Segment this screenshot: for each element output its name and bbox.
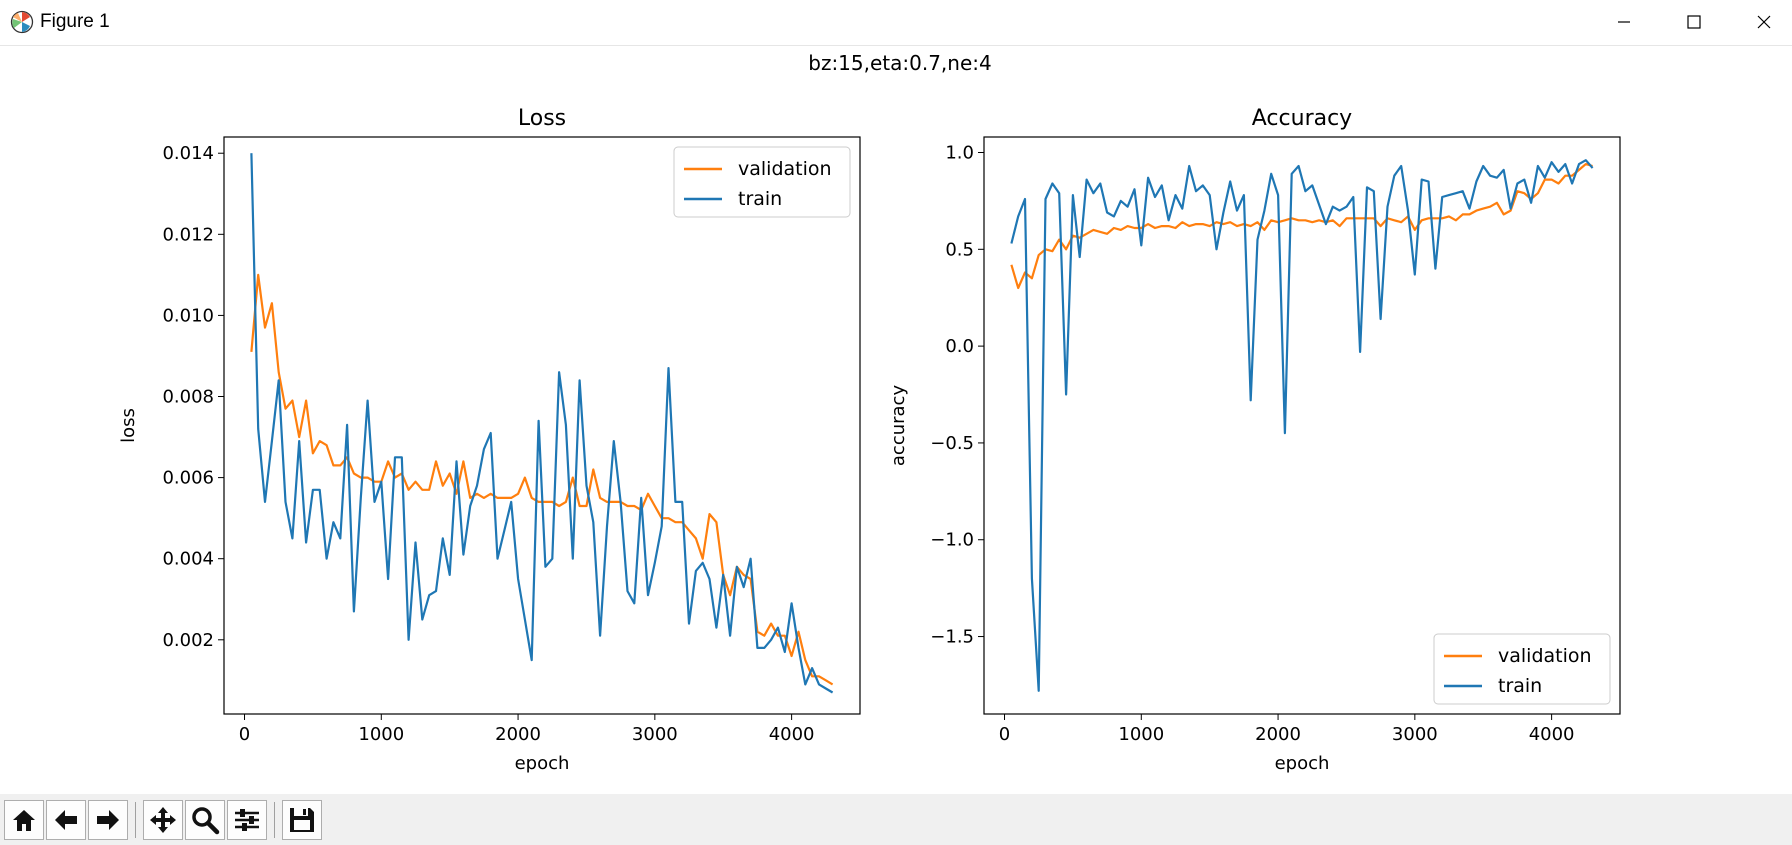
accuracy-xtick-label: 0 [999, 724, 1010, 745]
save-icon [290, 808, 314, 832]
pan-button[interactable] [143, 800, 183, 840]
toolbar-separator [274, 802, 275, 838]
figure-canvas[interactable]: bz:15,eta:0.7,ne:4 Loss 0 1000 2000 3000 4000… [0, 46, 1792, 794]
window-title: Figure 1 [40, 11, 110, 32]
accuracy-series-train [1010, 159, 1594, 692]
accuracy-legend: validation train [1433, 633, 1611, 705]
loss-ytick-label: 0.004 [162, 549, 214, 570]
figure-svg: bz:15,eta:0.7,ne:4 Loss 0 1000 2000 3000 4000… [118, 51, 1621, 774]
home-button[interactable] [4, 800, 44, 840]
loss-xtick-label: 0 [239, 724, 250, 745]
loss-ytick-label: 0.010 [162, 305, 214, 326]
accuracy-axes-frame [983, 136, 1621, 715]
back-button[interactable] [46, 800, 86, 840]
loss-series-train [250, 153, 834, 694]
accuracy-ytick-label: 1.0 [945, 142, 974, 163]
close-icon [1757, 15, 1771, 29]
figure-suptitle: bz:15,eta:0.7,ne:4 [808, 51, 992, 75]
close-button[interactable] [1730, 0, 1792, 44]
accuracy-subplot: Accuracy 0 1000 2000 3000 4000 −1.5 −1.0 −0.5 0.0… [888, 106, 1621, 774]
window-titlebar: Figure 1 [0, 0, 1792, 46]
save-button[interactable] [282, 800, 322, 840]
accuracy-ytick-label: −0.5 [930, 433, 974, 454]
configure-subplots-icon [235, 809, 259, 831]
home-icon [13, 810, 35, 831]
loss-ytick-label: 0.006 [162, 468, 214, 489]
loss-legend-label-validation: validation [738, 158, 832, 180]
loss-subplot: Loss 0 1000 2000 3000 4000 0.002 0.004 0.006 0.00… [118, 106, 861, 774]
zoom-button[interactable] [185, 800, 225, 840]
toolbar-separator [135, 802, 136, 838]
accuracy-series-validation [1010, 162, 1593, 290]
loss-ytick-label: 0.014 [162, 143, 214, 164]
loss-xtick-label: 4000 [769, 724, 815, 745]
accuracy-xtick-label: 4000 [1529, 724, 1575, 745]
loss-axes-frame [223, 136, 861, 715]
loss-ytick-label: 0.012 [162, 224, 214, 245]
navigation-toolbar [0, 794, 1792, 845]
accuracy-ytick-label: 0.5 [945, 239, 974, 260]
loss-legend-label-train: train [738, 188, 782, 210]
loss-ylabel: loss [118, 408, 139, 443]
loss-xtick-label: 2000 [495, 724, 541, 745]
forward-button[interactable] [88, 800, 128, 840]
loss-legend: validation train [673, 146, 851, 218]
zoom-icon [192, 807, 220, 835]
forward-arrow-icon [97, 810, 119, 830]
matplotlib-app-icon [10, 10, 34, 34]
accuracy-xtick-label: 1000 [1118, 724, 1164, 745]
maximize-button[interactable] [1660, 0, 1728, 44]
minimize-icon [1618, 21, 1630, 23]
accuracy-xtick-label: 3000 [1392, 724, 1438, 745]
accuracy-ytick-label: 0.0 [945, 336, 974, 357]
accuracy-legend-label-validation: validation [1498, 645, 1592, 667]
loss-ytick-label: 0.002 [162, 630, 214, 651]
loss-xlabel: epoch [515, 753, 570, 774]
accuracy-ytick-label: −1.0 [930, 530, 974, 551]
accuracy-xlabel: epoch [1275, 753, 1330, 774]
pan-icon [150, 807, 176, 833]
back-arrow-icon [55, 810, 77, 830]
accuracy-ytick-label: −1.5 [930, 627, 974, 648]
loss-xtick-label: 3000 [632, 724, 678, 745]
accuracy-xtick-label: 2000 [1255, 724, 1301, 745]
loss-ytick-label: 0.008 [162, 387, 214, 408]
maximize-icon [1687, 15, 1701, 29]
configure-subplots-button[interactable] [227, 800, 267, 840]
accuracy-ylabel: accuracy [888, 385, 909, 467]
accuracy-title: Accuracy [1252, 106, 1352, 131]
loss-xtick-label: 1000 [358, 724, 404, 745]
loss-title: Loss [518, 106, 566, 131]
minimize-button[interactable] [1590, 0, 1658, 44]
accuracy-legend-label-train: train [1498, 675, 1542, 697]
